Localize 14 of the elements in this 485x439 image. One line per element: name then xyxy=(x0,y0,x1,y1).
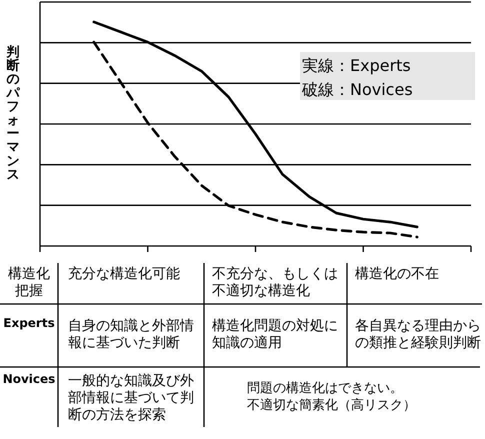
text: 自身の知識と外部情報に基づいた判断 xyxy=(68,318,194,351)
text: 一般的な知識及び外部情報に基づいて判断の方法を探索 xyxy=(68,373,194,423)
text: 構造化問題の対処に知識の適用 xyxy=(212,318,338,351)
annotation: 破線：Novices xyxy=(301,80,413,99)
text: 構造化把握 xyxy=(8,266,50,299)
text: 各自異なる理由からの類推と経験則判断 xyxy=(355,318,481,351)
text: 充分な構造化可能 xyxy=(68,266,180,282)
text: 問題の構造化はできない。不適切な簡素化（高リスク） xyxy=(247,381,416,413)
text: 判断のパフォーマンス xyxy=(6,45,20,182)
text: Novices xyxy=(2,372,56,386)
text: 不充分な、もしくは不適切な構造化 xyxy=(212,266,338,299)
annotation: 実線：Experts xyxy=(302,56,411,75)
text: 構造化の不在 xyxy=(355,266,439,282)
text: Experts xyxy=(3,316,55,330)
